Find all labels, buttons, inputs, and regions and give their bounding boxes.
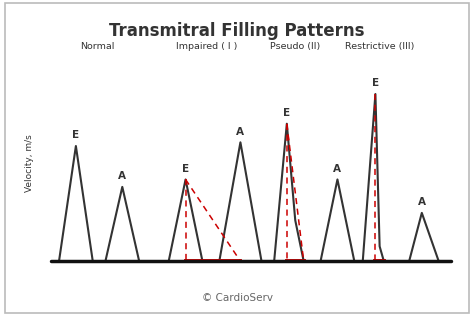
Text: Transmitral Filling Patterns: Transmitral Filling Patterns <box>109 22 365 40</box>
Text: Impaired ( I ): Impaired ( I ) <box>176 41 237 51</box>
Text: Restrictive (III): Restrictive (III) <box>345 41 414 51</box>
Text: Pseudo (II): Pseudo (II) <box>270 41 320 51</box>
Text: E: E <box>283 108 291 118</box>
Text: A: A <box>237 127 245 137</box>
Text: A: A <box>118 171 126 181</box>
Text: A: A <box>418 197 426 207</box>
Text: E: E <box>73 131 80 140</box>
Text: Normal: Normal <box>80 41 114 51</box>
Text: E: E <box>182 164 189 174</box>
Text: E: E <box>372 78 379 88</box>
Text: © CardioServ: © CardioServ <box>201 293 273 303</box>
Text: A: A <box>333 164 341 174</box>
Text: Velocity, m/s: Velocity, m/s <box>25 134 34 191</box>
